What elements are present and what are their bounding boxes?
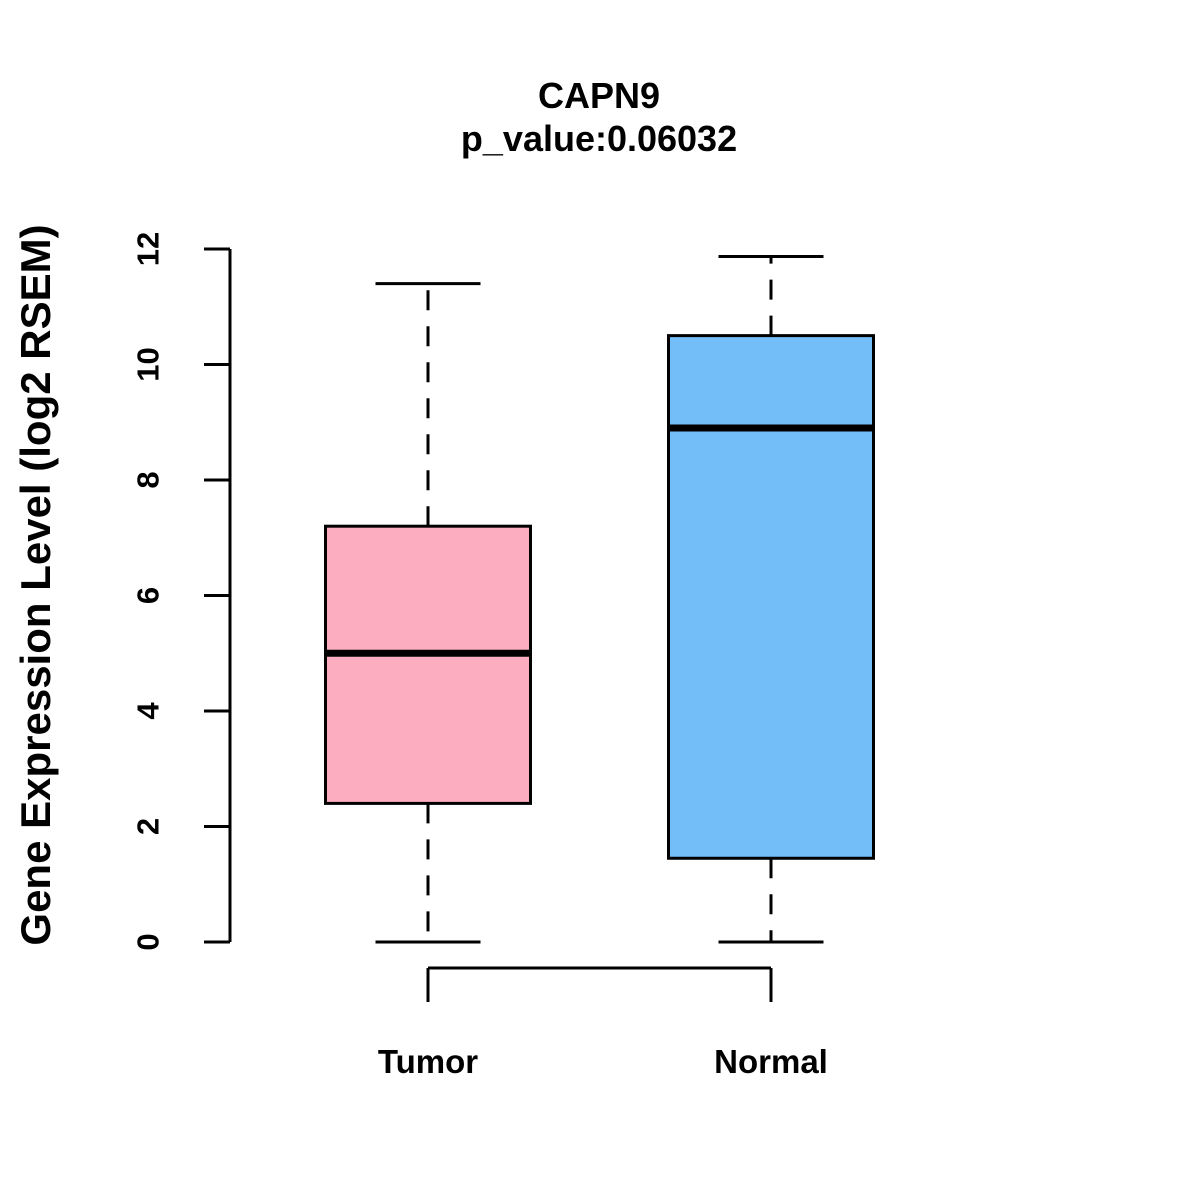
category-label-tumor: Tumor	[377, 1043, 479, 1080]
chart-title: CAPN9 p_value:0.06032	[461, 74, 737, 160]
y-tick-label: 4	[131, 702, 166, 720]
y-tick-label: 10	[131, 347, 166, 381]
y-tick-label: 8	[131, 471, 166, 488]
y-tick-label: 2	[131, 818, 166, 835]
p-value-subtitle: p_value:0.06032	[460, 118, 738, 159]
y-tick-label: 12	[131, 232, 166, 266]
y-tick-label: 6	[131, 587, 166, 604]
y-tick-label: 0	[131, 933, 166, 950]
gene-name-title: CAPN9	[537, 75, 661, 116]
category-label-normal: Normal	[714, 1043, 828, 1080]
normal-box	[667, 334, 875, 860]
tumor-box	[324, 524, 532, 805]
